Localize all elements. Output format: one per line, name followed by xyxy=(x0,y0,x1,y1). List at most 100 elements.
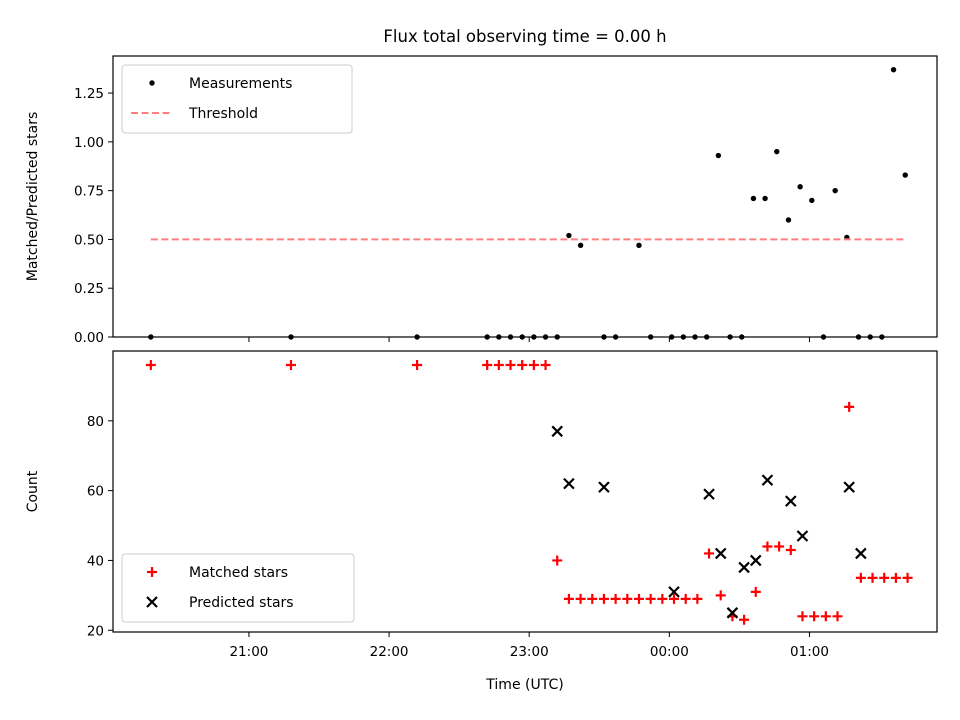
x-tick-label: 22:00 xyxy=(370,644,409,660)
measurement-point xyxy=(715,152,722,159)
y-tick-label: 80 xyxy=(87,414,104,430)
matched-stars-point xyxy=(563,593,574,604)
legend-box xyxy=(121,64,353,134)
x-axis-label: Time (UTC) xyxy=(485,677,563,693)
matched-stars-point xyxy=(855,572,866,583)
bottom-panel: 20 40 60 80 21:00 22:00 23:00 00:00 01:00 Count Ti… xyxy=(25,350,938,693)
predicted-stars-point xyxy=(598,481,610,493)
matched-stars-point xyxy=(528,359,539,370)
legend-label: Measurements xyxy=(189,76,292,92)
matched-stars-point xyxy=(575,593,586,604)
measurement-point xyxy=(890,66,897,73)
y-tick-label: 1.25 xyxy=(74,86,104,102)
matched-stars-point xyxy=(622,593,633,604)
matched-stars-point xyxy=(285,359,296,370)
legend-label: Matched stars xyxy=(189,565,288,581)
predicted-stars-point xyxy=(714,547,727,560)
plot-frame xyxy=(112,55,938,338)
matched-stars-point xyxy=(774,541,785,552)
matched-stars-point xyxy=(505,359,516,370)
y-tick-label: 40 xyxy=(87,553,104,569)
legend-marker-matched xyxy=(147,567,157,577)
measurement-point xyxy=(797,184,803,190)
matched-stars-point xyxy=(902,572,913,583)
x-tick-label: 21:00 xyxy=(229,644,268,660)
measurement-point xyxy=(832,187,838,194)
matched-stars-point xyxy=(820,611,831,622)
series-measurements xyxy=(148,66,908,340)
y-tick-label: 0.00 xyxy=(74,330,104,346)
predicted-stars-point xyxy=(785,495,797,507)
matched-stars-point xyxy=(844,401,855,412)
matched-stars-point xyxy=(633,593,644,604)
predicted-stars-point xyxy=(796,530,809,542)
matched-stars-point xyxy=(145,359,156,370)
series-matched-stars xyxy=(145,359,913,625)
measurement-point xyxy=(774,148,780,155)
matched-stars-point xyxy=(610,593,621,604)
predicted-stars-point xyxy=(726,607,739,619)
y-tick-label: 60 xyxy=(87,484,104,500)
predicted-stars-point xyxy=(855,547,867,560)
matched-stars-point xyxy=(482,359,493,370)
y-tick-label: 1.00 xyxy=(74,135,104,151)
y-tick-label: 0.50 xyxy=(74,232,104,248)
y-tick-label: 0.75 xyxy=(74,184,104,200)
matched-stars-point xyxy=(750,586,761,597)
matched-stars-point xyxy=(552,555,563,566)
predicted-stars-point xyxy=(563,477,575,490)
matched-stars-point xyxy=(680,593,691,604)
matched-stars-point xyxy=(890,572,901,583)
measurement-point xyxy=(566,232,572,239)
y-tick-label: 0.25 xyxy=(74,281,104,297)
measurement-point xyxy=(809,197,815,204)
y-tick-label: 20 xyxy=(87,623,104,639)
matched-stars-point xyxy=(879,572,890,583)
matched-stars-point xyxy=(809,611,820,622)
y-axis-label: Count xyxy=(25,470,41,512)
predicted-stars-point xyxy=(843,481,855,493)
matched-stars-point xyxy=(657,593,668,604)
measurement-point xyxy=(636,242,642,248)
matched-stars-point xyxy=(412,359,423,370)
legend-label: Predicted stars xyxy=(189,595,294,611)
legend-box xyxy=(121,553,355,623)
matched-stars-point xyxy=(867,572,878,583)
measurement-point xyxy=(762,195,768,202)
top-panel-title: Flux total observing time = 0.00 h xyxy=(383,27,666,46)
legend-marker-predicted xyxy=(146,596,158,608)
x-tick-label: 00:00 xyxy=(650,644,689,660)
measurement-point xyxy=(902,172,908,178)
predicted-stars-point xyxy=(749,554,762,567)
legend-marker-measurements xyxy=(149,80,155,86)
predicted-stars-point xyxy=(703,488,715,500)
matched-stars-point xyxy=(692,593,703,604)
matched-stars-point xyxy=(832,611,843,622)
predicted-stars-point xyxy=(761,474,774,486)
matched-stars-point xyxy=(762,541,773,552)
matched-stars-point xyxy=(669,593,680,604)
matched-stars-point xyxy=(540,359,551,370)
plot-frame xyxy=(112,350,938,633)
y-axis-label: Matched/Predicted stars xyxy=(25,112,41,282)
matched-stars-point xyxy=(645,593,656,604)
matched-stars-point xyxy=(704,548,715,559)
x-tick-label: 01:00 xyxy=(790,644,829,660)
predicted-stars-point xyxy=(668,586,680,598)
x-tick-label: 23:00 xyxy=(510,644,549,660)
matched-stars-point xyxy=(797,611,808,622)
matched-stars-point xyxy=(598,593,609,604)
matched-stars-point xyxy=(587,593,598,604)
measurement-point xyxy=(785,217,792,223)
legend-label: Threshold xyxy=(188,106,258,122)
measurement-point xyxy=(577,242,584,248)
matched-stars-point xyxy=(739,614,750,625)
matched-stars-point xyxy=(715,590,726,601)
top-panel: 0.00 0.25 0.50 0.75 1.00 1.25 Matched/Predicte… xyxy=(25,55,938,346)
matched-stars-point xyxy=(785,544,796,555)
predicted-stars-point xyxy=(738,561,750,574)
legend: Measurements Threshold xyxy=(121,64,353,134)
matched-stars-point xyxy=(517,359,528,370)
measurement-point xyxy=(750,195,757,202)
